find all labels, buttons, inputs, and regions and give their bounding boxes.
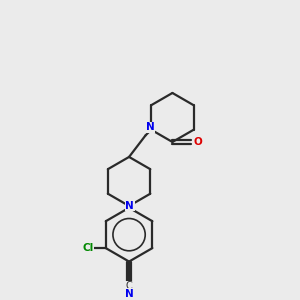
Text: Cl: Cl (82, 243, 94, 253)
Text: N: N (125, 289, 134, 299)
Text: N: N (125, 201, 134, 211)
Text: N: N (146, 122, 155, 132)
Text: C: C (126, 281, 133, 291)
Text: O: O (193, 137, 202, 147)
